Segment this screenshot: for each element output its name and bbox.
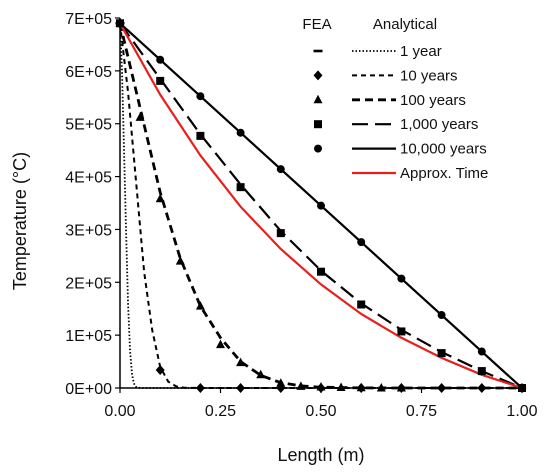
legend-label: 10,000 years bbox=[400, 141, 487, 158]
y-tick-label: 7E+05 bbox=[65, 11, 112, 28]
tick-labels: 0.00 0.25 0.50 0.75 1.00 0E+00 1E+05 2E+05 3E+05… bbox=[65, 11, 537, 420]
legend-header-analytical: Analytical bbox=[373, 16, 437, 33]
data-point-marker bbox=[276, 165, 285, 174]
data-point-marker bbox=[397, 274, 406, 283]
data-point-marker bbox=[196, 92, 205, 101]
data-point-marker bbox=[437, 311, 446, 320]
data-point-marker bbox=[396, 383, 406, 392]
data-point-marker bbox=[376, 383, 386, 392]
data-point-marker bbox=[256, 369, 266, 379]
data-point-marker bbox=[155, 193, 165, 203]
legend-marker bbox=[313, 49, 323, 53]
data-point-marker bbox=[216, 339, 225, 349]
series-line-100-years bbox=[118, 22, 522, 390]
legend-label: 1 year bbox=[400, 43, 442, 60]
legend-label: 10 years bbox=[400, 67, 458, 84]
data-point-marker bbox=[296, 381, 306, 390]
legend-label: 1,000 years bbox=[400, 116, 478, 133]
x-tick-label: 1.00 bbox=[506, 403, 537, 420]
data-point-marker bbox=[195, 383, 205, 393]
legend-marker bbox=[313, 70, 323, 81]
x-tick-label: 0.00 bbox=[104, 403, 135, 420]
data-point-marker bbox=[276, 378, 286, 387]
data-point-marker bbox=[236, 183, 245, 192]
data-point-marker bbox=[195, 301, 205, 310]
data-point-marker bbox=[317, 201, 325, 210]
legend-label: 100 years bbox=[400, 92, 466, 109]
y-axis-title: Temperature (°C) bbox=[10, 152, 30, 290]
data-point-marker bbox=[477, 367, 486, 376]
data-point-marker bbox=[316, 381, 326, 391]
data-point-marker bbox=[477, 347, 486, 356]
y-tick-label: 6E+05 bbox=[65, 64, 112, 81]
x-tick-label: 0.75 bbox=[406, 403, 437, 420]
data-point-marker bbox=[397, 327, 406, 336]
y-tick-label: 2E+05 bbox=[65, 275, 112, 292]
y-tick-label: 5E+05 bbox=[65, 117, 112, 134]
y-tick-label: 4E+05 bbox=[65, 170, 112, 187]
data-point-marker bbox=[175, 256, 185, 265]
data-point-marker bbox=[156, 55, 165, 64]
data-point-marker bbox=[236, 357, 246, 367]
data-point-marker bbox=[357, 300, 366, 309]
legend-header-fea: FEA bbox=[302, 16, 331, 33]
data-point-marker bbox=[156, 76, 165, 85]
data-point-marker bbox=[135, 112, 145, 121]
legend-marker bbox=[314, 144, 322, 153]
legend-label: Approx. Time bbox=[400, 165, 488, 182]
x-tick-label: 0.50 bbox=[305, 403, 336, 420]
data-point-marker bbox=[236, 128, 245, 137]
data-point-marker bbox=[518, 384, 526, 392]
legend: FEA Analytical 1 year 10 years 100 years 1,… bbox=[302, 16, 488, 182]
legend-marker bbox=[314, 120, 322, 129]
legend-items: 1 year 10 years 100 years 1,000 years 10,000… bbox=[313, 43, 488, 182]
y-tick-label: 1E+05 bbox=[65, 328, 112, 345]
series-line-approx-time bbox=[119, 22, 523, 390]
data-point-marker bbox=[357, 238, 366, 247]
y-tick-label: 0E+00 bbox=[65, 381, 112, 398]
data-point-marker bbox=[116, 19, 124, 28]
x-tick-label: 0.25 bbox=[205, 403, 236, 420]
x-axis-title: Length (m) bbox=[277, 445, 364, 465]
data-point-marker bbox=[437, 383, 447, 393]
data-point-marker bbox=[155, 365, 165, 376]
data-point-marker bbox=[356, 382, 366, 392]
legend-marker bbox=[313, 94, 323, 104]
data-point-marker bbox=[276, 229, 285, 238]
data-point-marker bbox=[477, 383, 487, 393]
series-markers bbox=[115, 18, 527, 393]
data-point-marker bbox=[236, 383, 246, 393]
data-point-marker bbox=[336, 382, 346, 391]
data-point-marker bbox=[196, 131, 205, 140]
data-point-marker bbox=[317, 267, 325, 276]
y-tick-label: 3E+05 bbox=[65, 222, 112, 239]
data-point-marker bbox=[437, 349, 446, 358]
